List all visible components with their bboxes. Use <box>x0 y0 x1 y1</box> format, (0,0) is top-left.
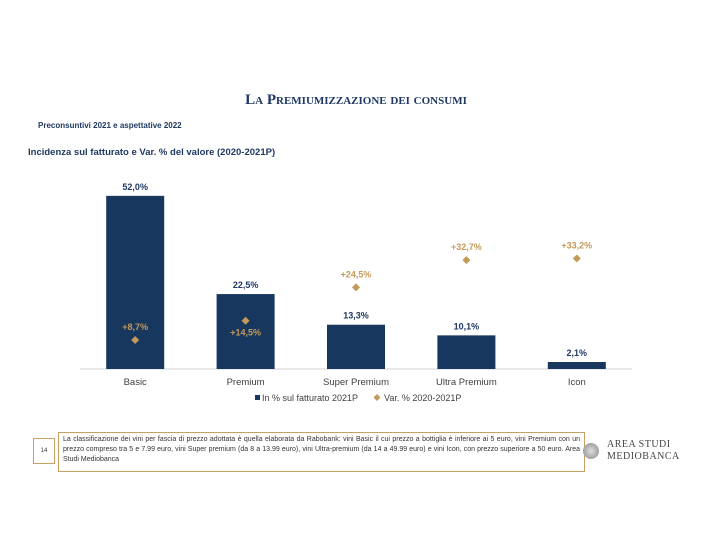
page-number: 14 <box>33 438 55 464</box>
footnote: La classificazione dei vini per fascia d… <box>58 432 585 472</box>
chart-title: Incidenza sul fatturato e Var. % del val… <box>28 147 276 158</box>
category-label: Super Premium <box>323 377 389 388</box>
slide-title: La Premiumizzazione dei consumi <box>245 92 467 108</box>
legend-var-label: Var. % 2020-2021P <box>384 393 461 403</box>
legend-bar-swatch <box>255 395 260 400</box>
seal-icon <box>583 443 599 459</box>
bar-label: 13,3% <box>343 311 369 321</box>
bar-4 <box>547 362 606 369</box>
diamond-marker-1 <box>241 316 250 325</box>
legend-bar-label: In % sul fatturato 2021P <box>262 393 358 403</box>
legend-diamond-swatch <box>373 394 381 401</box>
var-label: +24,5% <box>341 269 372 279</box>
logo-line1: AREA STUDI <box>607 439 671 450</box>
slide-subtitle: Preconsuntivi 2021 e aspettative 2022 <box>38 121 182 130</box>
var-label: +32,7% <box>451 242 482 252</box>
bar-2 <box>327 324 385 369</box>
logo: AREA STUDI MEDIOBANCA <box>583 439 680 463</box>
category-label: Ultra Premium <box>436 377 497 388</box>
bar-1 <box>216 294 275 369</box>
category-label: Premium <box>227 377 265 388</box>
var-label: +33,2% <box>561 240 592 250</box>
diamond-marker-0 <box>131 336 140 345</box>
category-label: Basic <box>124 377 147 388</box>
var-label: +14,5% <box>230 328 261 338</box>
bar-3 <box>437 335 496 369</box>
diamond-marker-3 <box>462 256 471 265</box>
logo-line2: MEDIOBANCA <box>607 451 680 462</box>
var-label: +8,7% <box>122 322 148 332</box>
bar-label: 2,1% <box>567 348 588 358</box>
category-label: Icon <box>568 377 586 388</box>
bar-label: 22,5% <box>233 280 259 290</box>
diamond-marker-4 <box>572 254 581 263</box>
diamond-marker-2 <box>352 283 360 292</box>
bar-label: 10,1% <box>454 321 480 331</box>
bar-label: 52,0% <box>122 182 148 192</box>
